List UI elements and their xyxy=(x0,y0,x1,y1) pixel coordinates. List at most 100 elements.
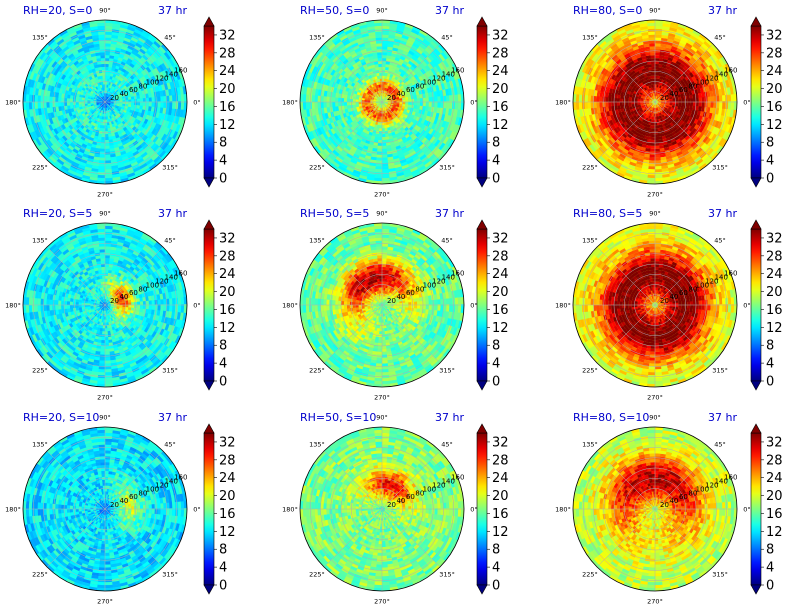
angular-tick-label: 225° xyxy=(32,164,48,172)
radial-tick-label: 100 xyxy=(696,281,709,289)
colorbar-tick-label: 28 xyxy=(219,249,236,264)
angular-tick-label: 225° xyxy=(582,367,598,375)
colorbar-tick-label: 28 xyxy=(219,46,236,61)
angular-tick-label: 225° xyxy=(309,164,325,172)
radial-tick-label: 160 xyxy=(174,270,187,278)
radial-tick-label: 120 xyxy=(155,74,168,82)
radial-tick-label: 60 xyxy=(406,493,415,501)
panel-title: RH=50, S=0 xyxy=(300,4,369,17)
colorbar-tick-label: 0 xyxy=(766,375,774,390)
polar-frame xyxy=(572,19,738,185)
panel-time-label: 37 hr xyxy=(158,207,187,220)
polar-frame xyxy=(22,19,188,185)
colorbar: 0 4 8 12 16 20 24 28 32 xyxy=(476,423,509,595)
angular-tick-label: 180° xyxy=(555,506,571,514)
colorbar-tick-label: 24 xyxy=(766,267,783,282)
angular-tick-label: 90° xyxy=(649,210,661,218)
angular-tick-label: 315° xyxy=(439,164,455,172)
angular-tick-label: 270° xyxy=(374,394,390,402)
panel-title: RH=80, S=5 xyxy=(573,207,642,220)
radial-tick-label: 160 xyxy=(724,474,737,482)
angular-tick-label: 135° xyxy=(32,236,48,244)
radial-tick-label: 40 xyxy=(396,293,405,301)
radial-tick-label: 140 xyxy=(442,71,455,79)
angular-grid-spoke xyxy=(104,43,164,103)
angular-tick-label: 270° xyxy=(647,598,663,606)
angular-grid-spoke xyxy=(596,43,656,103)
colorbar-tick-label: 32 xyxy=(766,28,783,43)
radial-tick-label: 80 xyxy=(688,489,697,497)
colorbar-tick-label: 24 xyxy=(766,471,783,486)
polar-panel: 0°45°90°135°180°225°270°315°20 40 60 801001… xyxy=(5,207,235,402)
angular-tick-label: 315° xyxy=(162,164,178,172)
radial-tick-label: 140 xyxy=(715,478,728,486)
radial-tick-label: 40 xyxy=(669,90,678,98)
colorbar-tick-label: 0 xyxy=(492,375,500,390)
colorbar-tick-label: 32 xyxy=(219,435,236,450)
colorbar-tick-label: 16 xyxy=(492,303,509,318)
angular-tick-label: 0° xyxy=(193,302,200,310)
angular-tick-label: 45° xyxy=(441,440,453,448)
colorbar-tick-label: 32 xyxy=(766,231,783,246)
colorbar-tick-label: 32 xyxy=(492,231,509,246)
angular-grid-spoke xyxy=(46,304,106,364)
angular-tick-label: 225° xyxy=(582,164,598,172)
colorbar-tick-label: 28 xyxy=(766,453,783,468)
angular-grid-spoke xyxy=(654,304,714,364)
colorbar-extend-max xyxy=(476,16,488,27)
angular-tick-label: 180° xyxy=(282,302,298,310)
angular-tick-label: 270° xyxy=(374,191,390,199)
radial-tick-label: 60 xyxy=(129,493,138,501)
angular-tick-label: 90° xyxy=(376,210,388,218)
colorbar: 0 4 8 12 16 20 24 28 32 xyxy=(750,219,783,391)
angular-tick-label: 135° xyxy=(32,33,48,41)
colorbar-tick-label: 20 xyxy=(492,285,509,300)
angular-tick-label: 45° xyxy=(441,33,453,41)
angular-tick-label: 0° xyxy=(470,506,477,514)
angular-tick-label: 0° xyxy=(743,506,750,514)
colorbar-extend-max xyxy=(203,16,215,27)
colorbar-extend-min xyxy=(750,177,762,188)
colorbar-tick-label: 0 xyxy=(766,579,774,594)
radial-tick-label: 160 xyxy=(724,67,737,75)
colorbar-tick-label: 28 xyxy=(492,46,509,61)
colorbar-tick-label: 12 xyxy=(219,118,236,133)
radial-tick-label: 20 xyxy=(387,297,396,305)
colorbar-tick-label: 0 xyxy=(219,375,227,390)
angular-tick-label: 315° xyxy=(439,367,455,375)
radial-tick-label: 120 xyxy=(155,481,168,489)
colorbar-tick-label: 24 xyxy=(492,64,509,79)
angular-tick-label: 180° xyxy=(5,506,21,514)
colorbar-tick-label: 20 xyxy=(766,489,783,504)
radial-tick-label: 60 xyxy=(129,86,138,94)
radial-tick-label: 60 xyxy=(679,289,688,297)
angular-grid-spoke xyxy=(596,450,656,510)
angular-tick-label: 270° xyxy=(647,394,663,402)
colorbar-tick-label: 24 xyxy=(219,267,236,282)
colorbar-tick-label: 0 xyxy=(219,579,227,594)
angular-tick-label: 90° xyxy=(99,7,111,15)
panel-time-label: 37 hr xyxy=(435,4,464,17)
angular-tick-label: 0° xyxy=(470,302,477,310)
colorbar-tick-label: 12 xyxy=(492,525,509,540)
colorbar-tick-label: 4 xyxy=(492,561,500,576)
angular-tick-label: 315° xyxy=(712,164,728,172)
colorbar-tick-label: 20 xyxy=(219,285,236,300)
angular-grid-spoke xyxy=(596,508,656,568)
colorbar-extend-min xyxy=(476,584,488,595)
polar-frame xyxy=(299,222,465,388)
radial-tick-label: 100 xyxy=(696,78,709,86)
colorbar-extend-max xyxy=(476,423,488,434)
angular-tick-label: 90° xyxy=(649,414,661,422)
colorbar-tick-label: 4 xyxy=(219,357,227,372)
angular-grid-spoke xyxy=(596,246,656,306)
angular-tick-label: 90° xyxy=(649,7,661,15)
panel-time-label: 37 hr xyxy=(435,207,464,220)
radial-tick-label: 60 xyxy=(679,86,688,94)
colorbar-tick-label: 4 xyxy=(766,357,774,372)
angular-grid-spoke xyxy=(596,304,656,364)
colorbar-extend-min xyxy=(203,584,215,595)
angular-tick-label: 90° xyxy=(376,7,388,15)
radial-tick-label: 40 xyxy=(396,90,405,98)
